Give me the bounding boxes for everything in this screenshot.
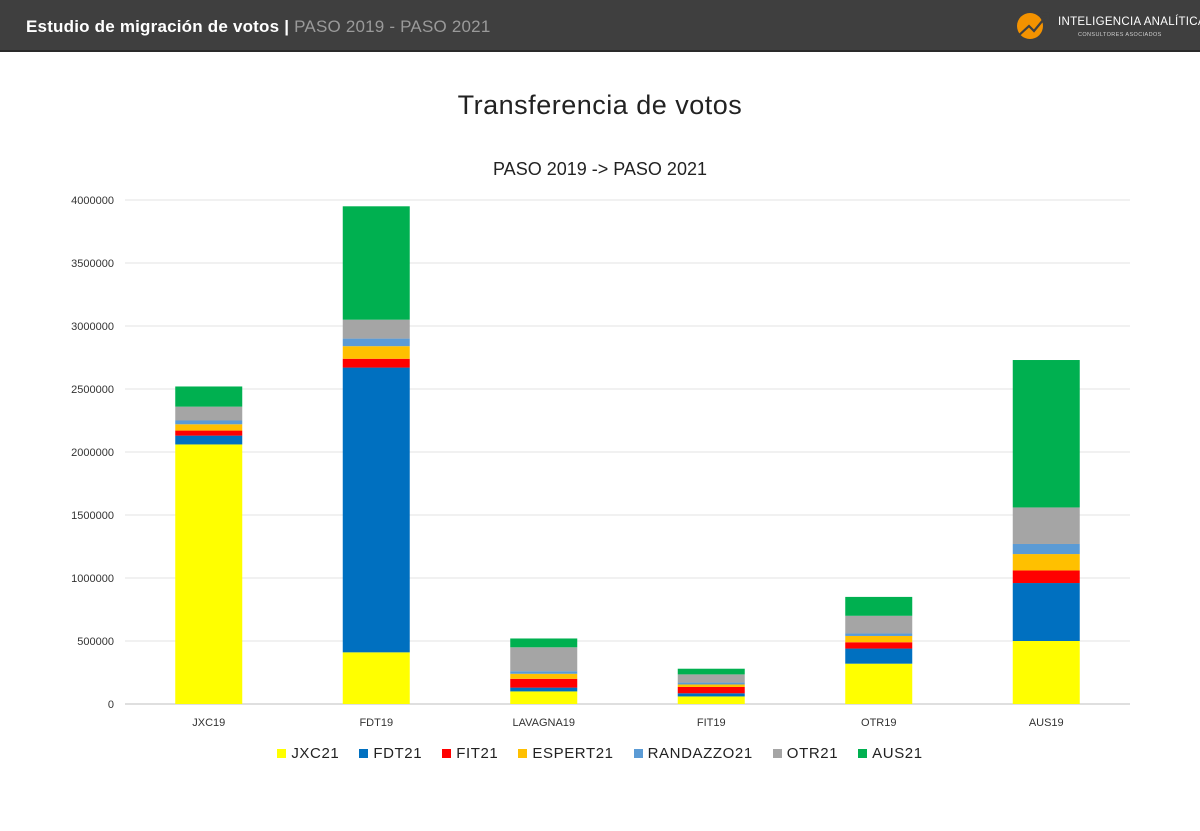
x-tick-label: FIT19 — [697, 717, 726, 729]
bar-segment-jxc21-jxc19 — [175, 444, 243, 704]
chart-bars — [175, 206, 1080, 704]
legend-label: OTR21 — [786, 745, 839, 762]
bar-segment-fdt21-jxc19 — [175, 435, 243, 445]
bar-segment-jxc21-otr19 — [845, 663, 913, 704]
legend-item-jxc21: JXC21 — [277, 745, 339, 762]
header-bar: Estudio de migración de votos | PASO 201… — [0, 0, 1200, 52]
bar-segment-fit21-jxc19 — [175, 430, 243, 436]
report-subtitle: PASO 2019 - PASO 2021 — [294, 17, 491, 36]
bar-segment-fdt21-lavagna19 — [510, 687, 578, 692]
x-tick-label: LAVAGNA19 — [512, 717, 575, 729]
legend-swatch — [772, 749, 782, 758]
legend-swatch — [442, 749, 452, 758]
bar-segment-randazzo21-fdt19 — [342, 338, 410, 347]
bar-segment-randazzo21-aus19 — [1012, 543, 1080, 555]
bar-segment-otr21-fit19 — [677, 674, 745, 683]
chart-legend: JXC21 FDT21 FIT21 ESPERT21 RANDAZZO21 OTR21 AU… — [0, 745, 1200, 762]
x-tick-label: OTR19 — [861, 717, 896, 729]
legend-label: RANDAZZO21 — [647, 745, 753, 762]
y-axis: 0 500000 1000000 1500000 2000000 2500000 30000… — [71, 195, 114, 711]
bar-segment-fit21-otr19 — [845, 642, 913, 649]
bar-segment-randazzo21-jxc19 — [175, 420, 243, 425]
y-tick-label: 3000000 — [71, 321, 114, 333]
y-tick-label: 500000 — [77, 636, 114, 648]
legend-item-otr21: OTR21 — [772, 745, 839, 762]
bar-segment-aus21-otr19 — [845, 596, 913, 616]
x-tick-label: AUS19 — [1029, 717, 1064, 729]
bar-segment-espert21-lavagna19 — [510, 673, 578, 679]
bar-segment-fit21-lavagna19 — [510, 678, 578, 688]
bar-segment-otr21-aus19 — [1012, 507, 1080, 544]
bar-segment-jxc21-fit19 — [677, 696, 745, 704]
y-tick-label: 3500000 — [71, 258, 114, 270]
legend-item-fdt21: FDT21 — [359, 745, 422, 762]
bar-segment-espert21-otr19 — [845, 635, 913, 643]
legend-swatch — [858, 749, 868, 758]
bar-segment-espert21-fit19 — [677, 684, 745, 687]
legend-item-espert21: ESPERT21 — [518, 745, 613, 762]
y-tick-label: 2500000 — [71, 384, 114, 396]
bar-segment-espert21-jxc19 — [175, 424, 243, 431]
logo-name: INTELIGENCIA ANALÍTICA — [1058, 16, 1200, 28]
x-axis: JXC19 FDT19 LAVAGNA19 FIT19 OTR19 AUS19 — [192, 717, 1063, 729]
bar-segment-otr21-fdt19 — [342, 319, 410, 339]
bar-segment-fdt21-aus19 — [1012, 583, 1080, 641]
legend-label: JXC21 — [291, 745, 340, 762]
bar-segment-fdt21-fdt19 — [342, 367, 410, 653]
chart-gridlines — [125, 199, 1130, 705]
report-title-main: Estudio de migración de votos — [26, 17, 280, 36]
report-title: Estudio de migración de votos | PASO 201… — [26, 17, 490, 37]
legend-item-fit21: FIT21 — [442, 745, 498, 762]
y-tick-label: 2000000 — [71, 447, 114, 459]
legend-label: ESPERT21 — [532, 745, 614, 762]
bar-segment-randazzo21-lavagna19 — [510, 671, 578, 674]
y-tick-label: 1500000 — [71, 510, 114, 522]
bar-segment-otr21-lavagna19 — [510, 647, 578, 672]
bar-segment-aus21-lavagna19 — [510, 638, 578, 648]
logo-icon — [1015, 12, 1050, 39]
legend-swatch — [633, 749, 643, 758]
bar-segment-randazzo21-fit19 — [677, 682, 745, 685]
legend-swatch — [518, 749, 528, 758]
bar-segment-aus21-fit19 — [677, 668, 745, 675]
bar-segment-jxc21-fdt19 — [342, 652, 410, 704]
y-tick-label: 0 — [108, 699, 114, 711]
legend-item-randazzo21: RANDAZZO21 — [633, 745, 753, 762]
bar-segment-aus21-jxc19 — [175, 386, 243, 407]
bar-segment-espert21-aus19 — [1012, 554, 1080, 571]
bar-segment-jxc21-lavagna19 — [510, 691, 578, 704]
legend-label: AUS21 — [872, 745, 923, 762]
bar-segment-aus21-fdt19 — [342, 206, 410, 320]
bar-segment-fit21-aus19 — [1012, 570, 1080, 584]
bar-segment-espert21-fdt19 — [342, 346, 410, 359]
y-tick-label: 4000000 — [71, 195, 114, 207]
bar-segment-jxc21-aus19 — [1012, 641, 1080, 704]
bar-segment-fit21-fdt19 — [342, 358, 410, 368]
bar-segment-fit21-fit19 — [677, 686, 745, 694]
stacked-bar-chart: PASO 2019 -> PASO 2021 0 500000 1000000 150… — [71, 159, 1130, 729]
chart-title: PASO 2019 -> PASO 2021 — [493, 159, 707, 179]
bar-segment-aus21-aus19 — [1012, 360, 1080, 508]
x-tick-label: JXC19 — [192, 717, 225, 729]
x-tick-label: FDT19 — [359, 717, 393, 729]
company-logo: INTELIGENCIA ANALÍTICA CONSULTORES ASOCI… — [1012, 8, 1200, 44]
legend-label: FIT21 — [456, 745, 499, 762]
legend-item-aus21: AUS21 — [858, 745, 923, 762]
bar-segment-fdt21-fit19 — [677, 693, 745, 697]
legend-swatch — [359, 749, 369, 758]
bar-segment-otr21-otr19 — [845, 615, 913, 634]
y-tick-label: 1000000 — [71, 573, 114, 585]
legend-swatch — [277, 749, 287, 758]
bar-segment-otr21-jxc19 — [175, 406, 243, 421]
bar-segment-randazzo21-otr19 — [845, 633, 913, 636]
legend-label: FDT21 — [373, 745, 423, 762]
logo-tagline: CONSULTORES ASOCIADOS — [1078, 32, 1162, 38]
title-separator: | — [284, 17, 290, 36]
page-title: Transferencia de votos — [457, 90, 743, 120]
bar-segment-fdt21-otr19 — [845, 648, 913, 664]
